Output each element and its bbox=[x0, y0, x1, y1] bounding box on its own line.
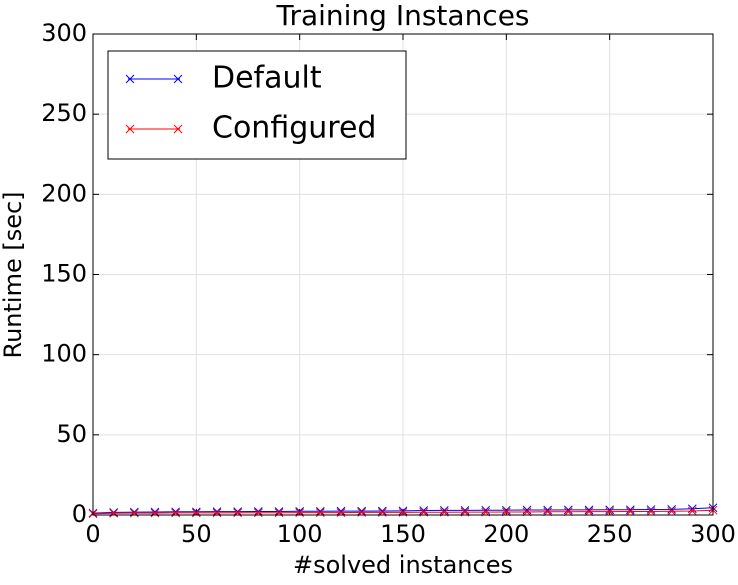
legend-label: Configured bbox=[212, 111, 376, 146]
point-marker bbox=[584, 507, 594, 516]
y-tick-label: 250 bbox=[41, 99, 87, 127]
point-marker bbox=[233, 507, 243, 516]
point-marker bbox=[419, 506, 429, 515]
legend-marker bbox=[125, 74, 183, 84]
point-marker bbox=[543, 507, 553, 517]
point-marker bbox=[357, 506, 367, 516]
y-tick-label: 150 bbox=[41, 260, 87, 288]
y-axis-label: Runtime [sec] bbox=[0, 191, 27, 358]
y-tick-label: 300 bbox=[41, 19, 87, 47]
point-marker bbox=[460, 505, 470, 515]
point-marker bbox=[563, 507, 573, 517]
point-marker bbox=[501, 505, 511, 515]
point-marker bbox=[315, 506, 325, 516]
point-marker bbox=[522, 505, 532, 515]
point-marker bbox=[563, 505, 573, 515]
y-tick-label: 0 bbox=[72, 500, 87, 528]
point-marker bbox=[667, 506, 677, 516]
x-tick-label: 50 bbox=[181, 520, 212, 548]
point-marker bbox=[129, 508, 139, 518]
point-marker bbox=[584, 505, 594, 515]
chart-title: Training Instances bbox=[275, 0, 529, 32]
point-marker bbox=[150, 508, 160, 518]
point-marker bbox=[191, 508, 201, 518]
x-tick-label: 100 bbox=[277, 520, 323, 548]
y-tick-label: 50 bbox=[56, 420, 87, 448]
x-tick-label: 250 bbox=[587, 520, 633, 548]
point-marker bbox=[667, 505, 677, 514]
point-marker bbox=[625, 507, 635, 516]
point-marker bbox=[253, 507, 263, 516]
point-marker bbox=[646, 505, 656, 514]
x-tick-label: 200 bbox=[483, 520, 529, 548]
point-marker bbox=[439, 505, 449, 515]
x-axis-label: #solved instances bbox=[293, 551, 513, 579]
point-marker bbox=[646, 507, 656, 516]
point-marker bbox=[605, 505, 615, 515]
point-marker bbox=[605, 507, 615, 516]
point-marker bbox=[625, 505, 635, 515]
point-marker bbox=[687, 506, 697, 516]
x-tick-label: 0 bbox=[85, 520, 100, 548]
point-marker bbox=[295, 506, 305, 516]
plot-frame bbox=[92, 33, 714, 516]
point-marker bbox=[191, 507, 201, 517]
point-marker bbox=[543, 505, 553, 515]
point-marker bbox=[274, 507, 284, 516]
x-tick-label: 150 bbox=[380, 520, 426, 548]
point-marker bbox=[481, 505, 491, 515]
x-tick-label: 300 bbox=[690, 520, 736, 548]
point-marker bbox=[212, 508, 222, 518]
point-marker bbox=[377, 506, 387, 516]
y-tick-label: 200 bbox=[41, 179, 87, 207]
point-marker bbox=[336, 506, 346, 516]
point-marker bbox=[398, 506, 408, 516]
legend-label: Default bbox=[212, 61, 322, 96]
legend-marker bbox=[125, 124, 183, 134]
y-tick-label: 100 bbox=[41, 340, 87, 368]
point-marker bbox=[109, 508, 119, 518]
point-marker bbox=[212, 507, 222, 516]
point-marker bbox=[171, 507, 181, 517]
point-marker bbox=[171, 508, 181, 518]
legend-box bbox=[107, 50, 407, 160]
